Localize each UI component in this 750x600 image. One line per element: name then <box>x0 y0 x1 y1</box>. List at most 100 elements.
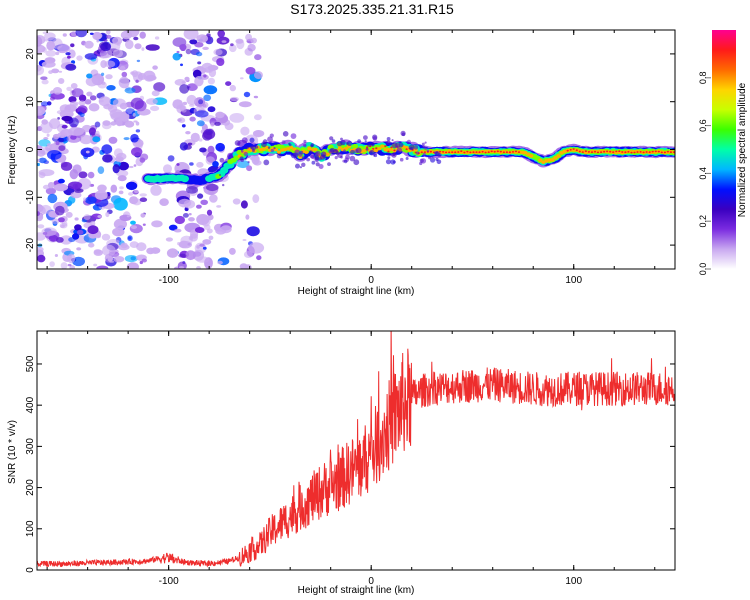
spectrogram-y-tick-label: -20 <box>25 237 36 252</box>
noise-blob <box>40 101 49 107</box>
ridge-halo <box>370 142 375 147</box>
noise-blob <box>50 96 55 101</box>
noise-blob <box>62 33 67 37</box>
ridge-cell <box>325 152 330 157</box>
noise-blob <box>126 262 139 269</box>
noise-blob <box>141 47 145 51</box>
noise-blob <box>129 224 143 234</box>
noise-blob <box>100 42 112 52</box>
ridge-halo <box>435 157 439 162</box>
noise-blob <box>174 79 186 86</box>
noise-blob <box>108 136 118 144</box>
noise-blob <box>135 121 140 126</box>
spectrogram-y-tick-label: 0 <box>25 146 36 152</box>
noise-blob <box>189 116 196 122</box>
noise-blob <box>207 65 219 71</box>
noise-blob <box>68 181 83 190</box>
ridge-cell <box>630 151 633 154</box>
noise-blob <box>112 49 124 58</box>
ridge-halo <box>314 151 319 156</box>
noise-blob <box>106 30 111 35</box>
noise-blob <box>68 127 84 136</box>
ridge-halo <box>373 154 376 157</box>
noise-blob <box>117 175 127 182</box>
ridge-halo <box>385 159 392 165</box>
noise-blob <box>196 256 210 263</box>
ridge-cell <box>261 147 266 151</box>
noise-blob <box>107 104 118 113</box>
noise-blob <box>78 171 88 179</box>
ridge-cell <box>583 150 588 155</box>
noise-blob <box>254 54 262 61</box>
noise-blob <box>97 166 105 175</box>
ridge-halo <box>377 150 381 155</box>
noise-blob <box>195 110 209 118</box>
noise-blob <box>190 132 200 143</box>
noise-blob <box>88 103 100 112</box>
noise-blob <box>181 81 186 84</box>
noise-blob <box>198 99 204 105</box>
noise-blob <box>94 190 108 201</box>
ridge-cell <box>380 144 385 148</box>
ridge-cell <box>618 150 621 153</box>
noise-blob <box>159 200 164 205</box>
ridge-halo <box>340 137 343 141</box>
noise-blob <box>199 147 207 153</box>
colorbar-tick-label: 0.0 <box>698 263 708 276</box>
snr-x-label: Height of straight line (km) <box>298 585 415 596</box>
noise-blob <box>140 153 149 161</box>
ridge-halo <box>269 133 274 138</box>
ridge-halo <box>310 143 315 147</box>
noise-blob <box>185 250 196 261</box>
noise-blob <box>208 235 214 240</box>
noise-blob <box>101 233 111 241</box>
noise-blob <box>102 154 113 163</box>
colorbar: 0.0 0.2 0.4 0.6 0.8 Normalized spectral ampl… <box>698 30 748 275</box>
ridge-halo <box>227 152 234 159</box>
noise-blob <box>238 101 252 108</box>
ridge-cell <box>451 151 454 154</box>
ridge-halo <box>353 159 360 166</box>
noise-blob <box>134 43 142 50</box>
ridge-cell <box>654 150 657 153</box>
noise-blob <box>78 100 86 106</box>
noise-blob <box>146 98 158 105</box>
noise-blob <box>203 74 207 78</box>
noise-blob <box>106 85 116 91</box>
ridge-halo <box>331 139 336 143</box>
ridge-cell <box>445 151 448 154</box>
noise-blob <box>58 78 65 84</box>
ridge-halo <box>293 152 299 158</box>
noise-blob <box>168 224 178 231</box>
noise-blob <box>45 187 57 195</box>
ridge-halo <box>430 157 436 163</box>
noise-blob <box>44 32 56 41</box>
ridge-cell <box>180 175 189 183</box>
ridge-cell <box>615 150 618 153</box>
noise-blob <box>89 32 94 35</box>
ridge-cell <box>258 148 263 152</box>
noise-blob <box>57 178 65 184</box>
noise-blob <box>70 31 77 37</box>
ridge-cell <box>454 151 457 154</box>
noise-blob <box>70 83 78 89</box>
ridge-cell <box>420 151 423 154</box>
noise-blob <box>150 247 161 254</box>
noise-blob <box>217 260 223 265</box>
ridge-cell <box>429 150 432 153</box>
snr-y-label: SNR (10 * v/v) <box>7 420 18 484</box>
ridge-halo <box>267 136 273 143</box>
snr-y-tick-label: 400 <box>25 396 36 413</box>
ridge-cell <box>377 146 382 151</box>
ridge-cell <box>286 147 291 151</box>
ridge-halo <box>345 142 349 145</box>
noise-blob <box>113 218 127 230</box>
noise-blob <box>102 244 116 257</box>
noise-blob <box>130 225 137 230</box>
ridge-halo <box>413 144 419 150</box>
noise-blob <box>119 214 132 221</box>
noise-blob <box>196 34 208 43</box>
ridge-halo <box>387 156 391 160</box>
ridge-halo <box>239 156 244 161</box>
